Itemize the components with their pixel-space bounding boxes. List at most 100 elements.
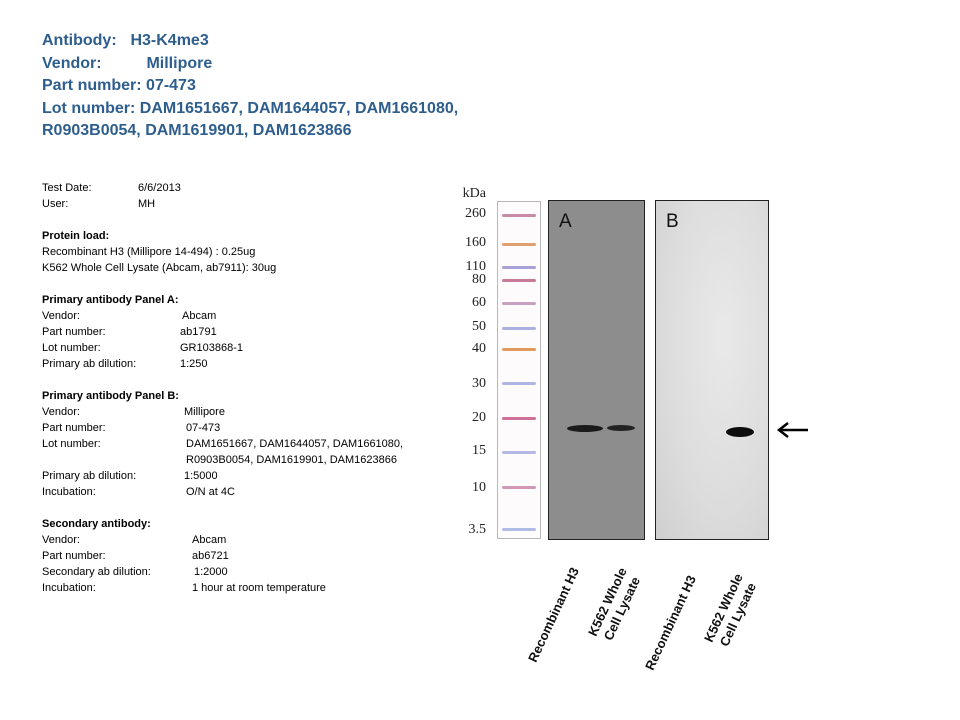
test-date-value: 6/6/2013 <box>138 182 181 194</box>
part-number-label: Part number: <box>42 77 142 94</box>
vendor-value: Millipore <box>146 54 213 72</box>
panel-b-lot-row-2: R0903B0054, DAM1619901, DAM1623866 <box>42 452 397 468</box>
marker-110: 110 <box>465 259 486 274</box>
part-number-value: 07-473 <box>146 77 196 94</box>
lot-number-row-2: R0903B0054, DAM1619901, DAM1623866 <box>42 120 458 143</box>
panel-b-dilution-row: Primary ab dilution: 1:5000 <box>42 468 276 484</box>
panel-b-incubation-value: O/N at 4C <box>186 486 235 498</box>
panel-b-vendor-row: Vendor: Millipore <box>42 404 276 420</box>
user-value: MH <box>138 198 156 210</box>
band-k562-lysate-b <box>726 427 754 437</box>
protocol-details: Test Date: 6/6/2013 User: MH Protein loa… <box>42 180 403 596</box>
marker-40: 40 <box>472 341 486 356</box>
ladder-band <box>502 279 536 282</box>
panel-a-dilution-label: Primary ab dilution: <box>42 358 137 370</box>
panel-a-dilution-value: 1:250 <box>180 358 208 370</box>
panel-b-part-label: Part number: <box>42 422 106 434</box>
band-k562-lysate <box>607 425 635 431</box>
panel-a-lot-row: Lot number: GR103868-1 <box>42 340 276 356</box>
panel-b-vendor-label: Vendor: <box>42 406 80 418</box>
secondary-title: Secondary antibody: <box>42 518 151 530</box>
protein-load-line-1: Recombinant H3 (Millipore 14-494) : 0.25… <box>42 246 256 258</box>
secondary-incubation-label: Incubation: <box>42 582 96 594</box>
ladder-band <box>502 266 536 269</box>
panel-b-part-value: 07-473 <box>186 422 221 434</box>
lot-number-value-2: R0903B0054, DAM1619901, DAM1623866 <box>42 122 352 139</box>
marker-10: 10 <box>472 480 486 495</box>
panel-a-vendor-row: Vendor: Abcam <box>42 308 276 324</box>
ladder-band <box>502 327 536 330</box>
secondary-incubation-value: 1 hour at room temperature <box>192 582 326 594</box>
ladder-band <box>502 486 536 489</box>
kda-label: kDa <box>462 186 486 201</box>
secondary-vendor-row: Vendor: Abcam <box>42 532 276 548</box>
lot-number-value-1: DAM1651667, DAM1644057, DAM1661080, <box>139 99 459 117</box>
panel-b-dilution-value: 1:5000 <box>184 470 218 482</box>
panel-a-vendor-label: Vendor: <box>42 310 80 322</box>
marker-260: 260 <box>465 206 486 221</box>
ladder-band <box>502 243 536 246</box>
protein-load-title: Protein load: <box>42 230 110 242</box>
protein-load-line-2: K562 Whole Cell Lysate (Abcam, ab7911): … <box>42 262 277 274</box>
vendor-row: Vendor: Millipore <box>42 53 458 76</box>
ladder-band <box>502 451 536 454</box>
panel-a-vendor-value: Abcam <box>182 310 217 322</box>
panel-b-incubation-label: Incubation: <box>42 486 96 498</box>
blot-panel-a: A <box>548 200 645 540</box>
marker-160: 160 <box>465 235 486 250</box>
ladder-band <box>502 528 536 531</box>
user-row: User: MH <box>42 196 276 212</box>
test-date-label: Test Date: <box>42 182 92 194</box>
lane-label-recombinant-h3-a: Recombinant H3 <box>525 565 582 665</box>
panel-b-lot-label: Lot number: <box>42 438 101 450</box>
protein-ladder <box>497 201 541 539</box>
part-number-row: Part number: 07-473 <box>42 75 458 98</box>
lot-number-label: Lot number: <box>42 99 136 117</box>
panel-a-lot-label: Lot number: <box>42 342 101 354</box>
panel-b-lot-value-2: R0903B0054, DAM1619901, DAM1623866 <box>186 454 397 466</box>
panel-a-part-label: Part number: <box>42 326 106 338</box>
user-label: User: <box>42 198 69 210</box>
secondary-part-row: Part number: ab6721 <box>42 548 276 564</box>
secondary-dilution-row: Secondary ab dilution: 1:2000 <box>42 564 276 580</box>
marker-15: 15 <box>472 443 486 458</box>
ladder-band <box>502 348 536 351</box>
ladder-band <box>502 302 536 305</box>
panel-b-incubation-row: Incubation: O/N at 4C <box>42 484 276 500</box>
secondary-dilution-label: Secondary ab dilution: <box>42 566 151 578</box>
panel-b-dilution-label: Primary ab dilution: <box>42 470 137 482</box>
secondary-part-label: Part number: <box>42 550 106 562</box>
vendor-label: Vendor: <box>42 54 102 72</box>
marker-80: 80 <box>472 272 486 287</box>
left-arrow-icon <box>776 422 808 438</box>
marker-20: 20 <box>472 410 486 425</box>
panel-b-label: B <box>666 211 679 232</box>
panel-b-lot-row: Lot number: DAM1651667, DAM1644057, DAM1… <box>42 436 403 452</box>
band-recombinant-h3 <box>567 425 603 432</box>
panel-a-title: Primary antibody Panel A: <box>42 294 179 306</box>
lane-label-recombinant-h3-b: Recombinant H3 <box>642 573 699 673</box>
antibody-label: Antibody: <box>42 32 117 49</box>
antibody-value: H3-K4me3 <box>130 32 209 49</box>
secondary-part-value: ab6721 <box>192 550 229 562</box>
blot-panel-b: B <box>655 200 769 540</box>
panel-a-part-value: ab1791 <box>180 326 217 338</box>
marker-50: 50 <box>472 319 486 334</box>
marker-60: 60 <box>472 295 486 310</box>
header-block: Antibody: H3-K4me3 Vendor: Millipore Par… <box>42 30 458 143</box>
ladder-band <box>502 382 536 385</box>
test-date-row: Test Date: 6/6/2013 <box>42 180 276 196</box>
ladder-band <box>502 214 536 217</box>
lot-number-row: Lot number: DAM1651667, DAM1644057, DAM1… <box>42 98 458 121</box>
lane-label-k562-a: K562 Whole Cell Lysate <box>585 565 645 645</box>
lane-label-k562-b: K562 Whole Cell Lysate <box>701 571 761 651</box>
panel-b-vendor-value: Millipore <box>184 406 225 418</box>
panel-b-title: Primary antibody Panel B: <box>42 390 179 402</box>
secondary-dilution-value: 1:2000 <box>194 566 228 578</box>
secondary-vendor-value: Abcam <box>192 534 227 546</box>
secondary-vendor-label: Vendor: <box>42 534 80 546</box>
marker-3-5: 3.5 <box>468 522 487 537</box>
panel-a-dilution-row: Primary ab dilution: 1:250 <box>42 356 276 372</box>
panel-a-part-row: Part number: ab1791 <box>42 324 276 340</box>
ladder-band <box>502 417 536 420</box>
